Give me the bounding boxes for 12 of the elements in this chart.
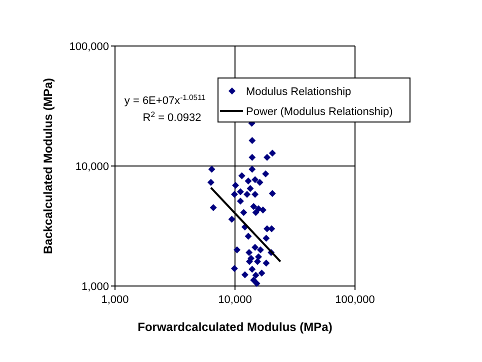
x-tick-label: 100,000 — [335, 294, 375, 306]
legend-label: Power (Modulus Relationship) — [246, 106, 393, 118]
annotation: y = 6E+07x$^{-1.0511}$ — [124, 92, 206, 107]
y-tick-label: 100,000 — [69, 41, 109, 53]
x-tick-label: 1,000 — [101, 294, 129, 306]
annotation: R$^{2}$ = 0.0932 — [142, 110, 202, 124]
x-tick-label: 10,000 — [218, 294, 252, 306]
x-axis-title: Forwardcalculated Modulus (MPa) — [138, 320, 332, 334]
y-axis-title: Backcalculated Modulus (MPa) — [41, 78, 55, 254]
legend-label: Modulus Relationship — [246, 86, 352, 98]
y-tick-label: 1,000 — [81, 281, 109, 293]
y-tick-label: 10,000 — [75, 161, 109, 173]
